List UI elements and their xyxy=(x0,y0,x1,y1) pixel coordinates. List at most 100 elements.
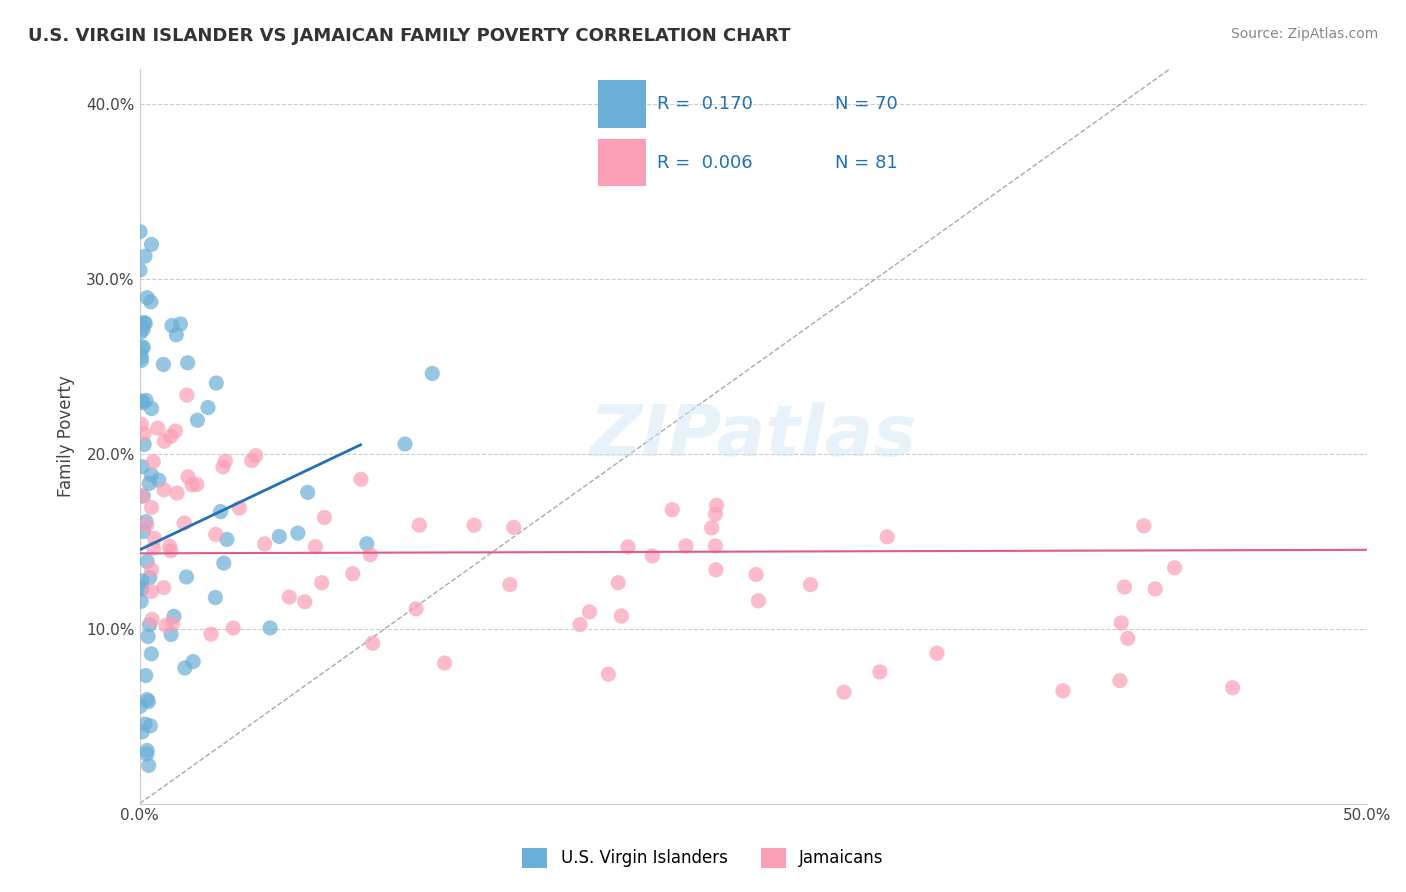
U.S. Virgin Islanders xyxy=(160,318,183,333)
Text: N = 70: N = 70 xyxy=(835,95,897,112)
U.S. Virgin Islanders xyxy=(160,627,183,641)
Jamaicans xyxy=(359,548,381,562)
Jamaicans xyxy=(173,516,195,530)
U.S. Virgin Islanders xyxy=(132,340,155,354)
Jamaicans xyxy=(143,531,166,545)
U.S. Virgin Islanders xyxy=(356,537,378,551)
Jamaicans xyxy=(1116,632,1139,646)
U.S. Virgin Islanders xyxy=(141,647,163,661)
Jamaicans xyxy=(294,595,316,609)
U.S. Virgin Islanders xyxy=(136,692,159,706)
Jamaicans xyxy=(155,618,177,632)
U.S. Virgin Islanders xyxy=(141,467,163,482)
U.S. Virgin Islanders xyxy=(269,529,291,543)
U.S. Virgin Islanders xyxy=(132,396,155,410)
Jamaicans xyxy=(131,417,153,432)
U.S. Virgin Islanders xyxy=(136,630,159,644)
Jamaicans xyxy=(610,609,633,624)
Jamaicans xyxy=(704,539,727,553)
Jamaicans xyxy=(204,527,226,541)
Jamaicans xyxy=(1109,673,1132,688)
U.S. Virgin Islanders xyxy=(197,401,219,415)
U.S. Virgin Islanders xyxy=(129,580,152,594)
Text: Source: ZipAtlas.com: Source: ZipAtlas.com xyxy=(1230,27,1378,41)
U.S. Virgin Islanders xyxy=(134,316,156,330)
U.S. Virgin Islanders xyxy=(132,524,155,539)
U.S. Virgin Islanders xyxy=(138,617,160,632)
Jamaicans xyxy=(502,520,524,534)
Bar xyxy=(599,139,645,186)
Jamaicans xyxy=(181,478,204,492)
U.S. Virgin Islanders xyxy=(134,316,156,330)
Jamaicans xyxy=(578,605,600,619)
U.S. Virgin Islanders xyxy=(129,325,152,339)
Jamaicans xyxy=(212,460,235,475)
Text: R =  0.006: R = 0.006 xyxy=(658,153,754,171)
Jamaicans xyxy=(463,518,485,533)
U.S. Virgin Islanders xyxy=(129,316,152,330)
Jamaicans xyxy=(153,434,176,449)
Legend: U.S. Virgin Islanders, Jamaicans: U.S. Virgin Islanders, Jamaicans xyxy=(516,841,890,875)
Jamaicans xyxy=(141,563,163,577)
Jamaicans xyxy=(159,539,181,553)
Text: N = 81: N = 81 xyxy=(835,153,897,171)
Jamaicans xyxy=(159,429,181,443)
Jamaicans xyxy=(222,621,245,635)
U.S. Virgin Islanders xyxy=(132,489,155,503)
Jamaicans xyxy=(278,590,301,604)
Jamaicans xyxy=(304,540,326,554)
Jamaicans xyxy=(152,581,174,595)
U.S. Virgin Islanders xyxy=(139,570,162,584)
Jamaicans xyxy=(706,498,728,512)
U.S. Virgin Islanders xyxy=(138,758,160,772)
U.S. Virgin Islanders xyxy=(176,570,198,584)
U.S. Virgin Islanders xyxy=(165,327,187,342)
Jamaicans xyxy=(747,594,769,608)
Jamaicans xyxy=(433,656,456,670)
U.S. Virgin Islanders xyxy=(139,294,162,309)
Y-axis label: Family Poverty: Family Poverty xyxy=(58,376,75,497)
Jamaicans xyxy=(200,627,222,641)
Text: ZIPatlas: ZIPatlas xyxy=(589,401,917,471)
U.S. Virgin Islanders xyxy=(129,699,152,714)
U.S. Virgin Islanders xyxy=(138,476,160,491)
U.S. Virgin Islanders xyxy=(152,358,174,372)
U.S. Virgin Islanders xyxy=(205,376,228,390)
U.S. Virgin Islanders xyxy=(131,725,153,739)
Text: R =  0.170: R = 0.170 xyxy=(658,95,754,112)
U.S. Virgin Islanders xyxy=(186,413,208,427)
U.S. Virgin Islanders xyxy=(136,291,159,305)
U.S. Virgin Islanders xyxy=(394,437,416,451)
U.S. Virgin Islanders xyxy=(135,515,157,529)
Jamaicans xyxy=(350,472,373,486)
Jamaicans xyxy=(408,518,430,533)
Jamaicans xyxy=(142,541,165,556)
Jamaicans xyxy=(675,539,697,553)
Jamaicans xyxy=(176,388,198,402)
Jamaicans xyxy=(607,575,630,590)
U.S. Virgin Islanders xyxy=(131,341,153,355)
U.S. Virgin Islanders xyxy=(212,556,235,570)
Jamaicans xyxy=(405,602,427,616)
U.S. Virgin Islanders xyxy=(131,459,153,474)
Jamaicans xyxy=(1109,615,1132,630)
Jamaicans xyxy=(617,540,640,554)
Jamaicans xyxy=(177,470,200,484)
Jamaicans xyxy=(314,510,336,524)
U.S. Virgin Islanders xyxy=(287,526,309,541)
U.S. Virgin Islanders xyxy=(131,394,153,409)
U.S. Virgin Islanders xyxy=(173,661,195,675)
Jamaicans xyxy=(141,584,163,599)
Jamaicans xyxy=(598,667,620,681)
Jamaicans xyxy=(166,486,188,500)
Jamaicans xyxy=(745,567,768,582)
Jamaicans xyxy=(214,454,236,468)
Jamaicans xyxy=(1163,561,1185,575)
U.S. Virgin Islanders xyxy=(181,655,204,669)
Bar xyxy=(599,80,645,128)
Jamaicans xyxy=(799,577,821,591)
Jamaicans xyxy=(165,424,187,438)
Jamaicans xyxy=(869,665,891,679)
Jamaicans xyxy=(153,483,176,497)
U.S. Virgin Islanders xyxy=(135,393,157,408)
